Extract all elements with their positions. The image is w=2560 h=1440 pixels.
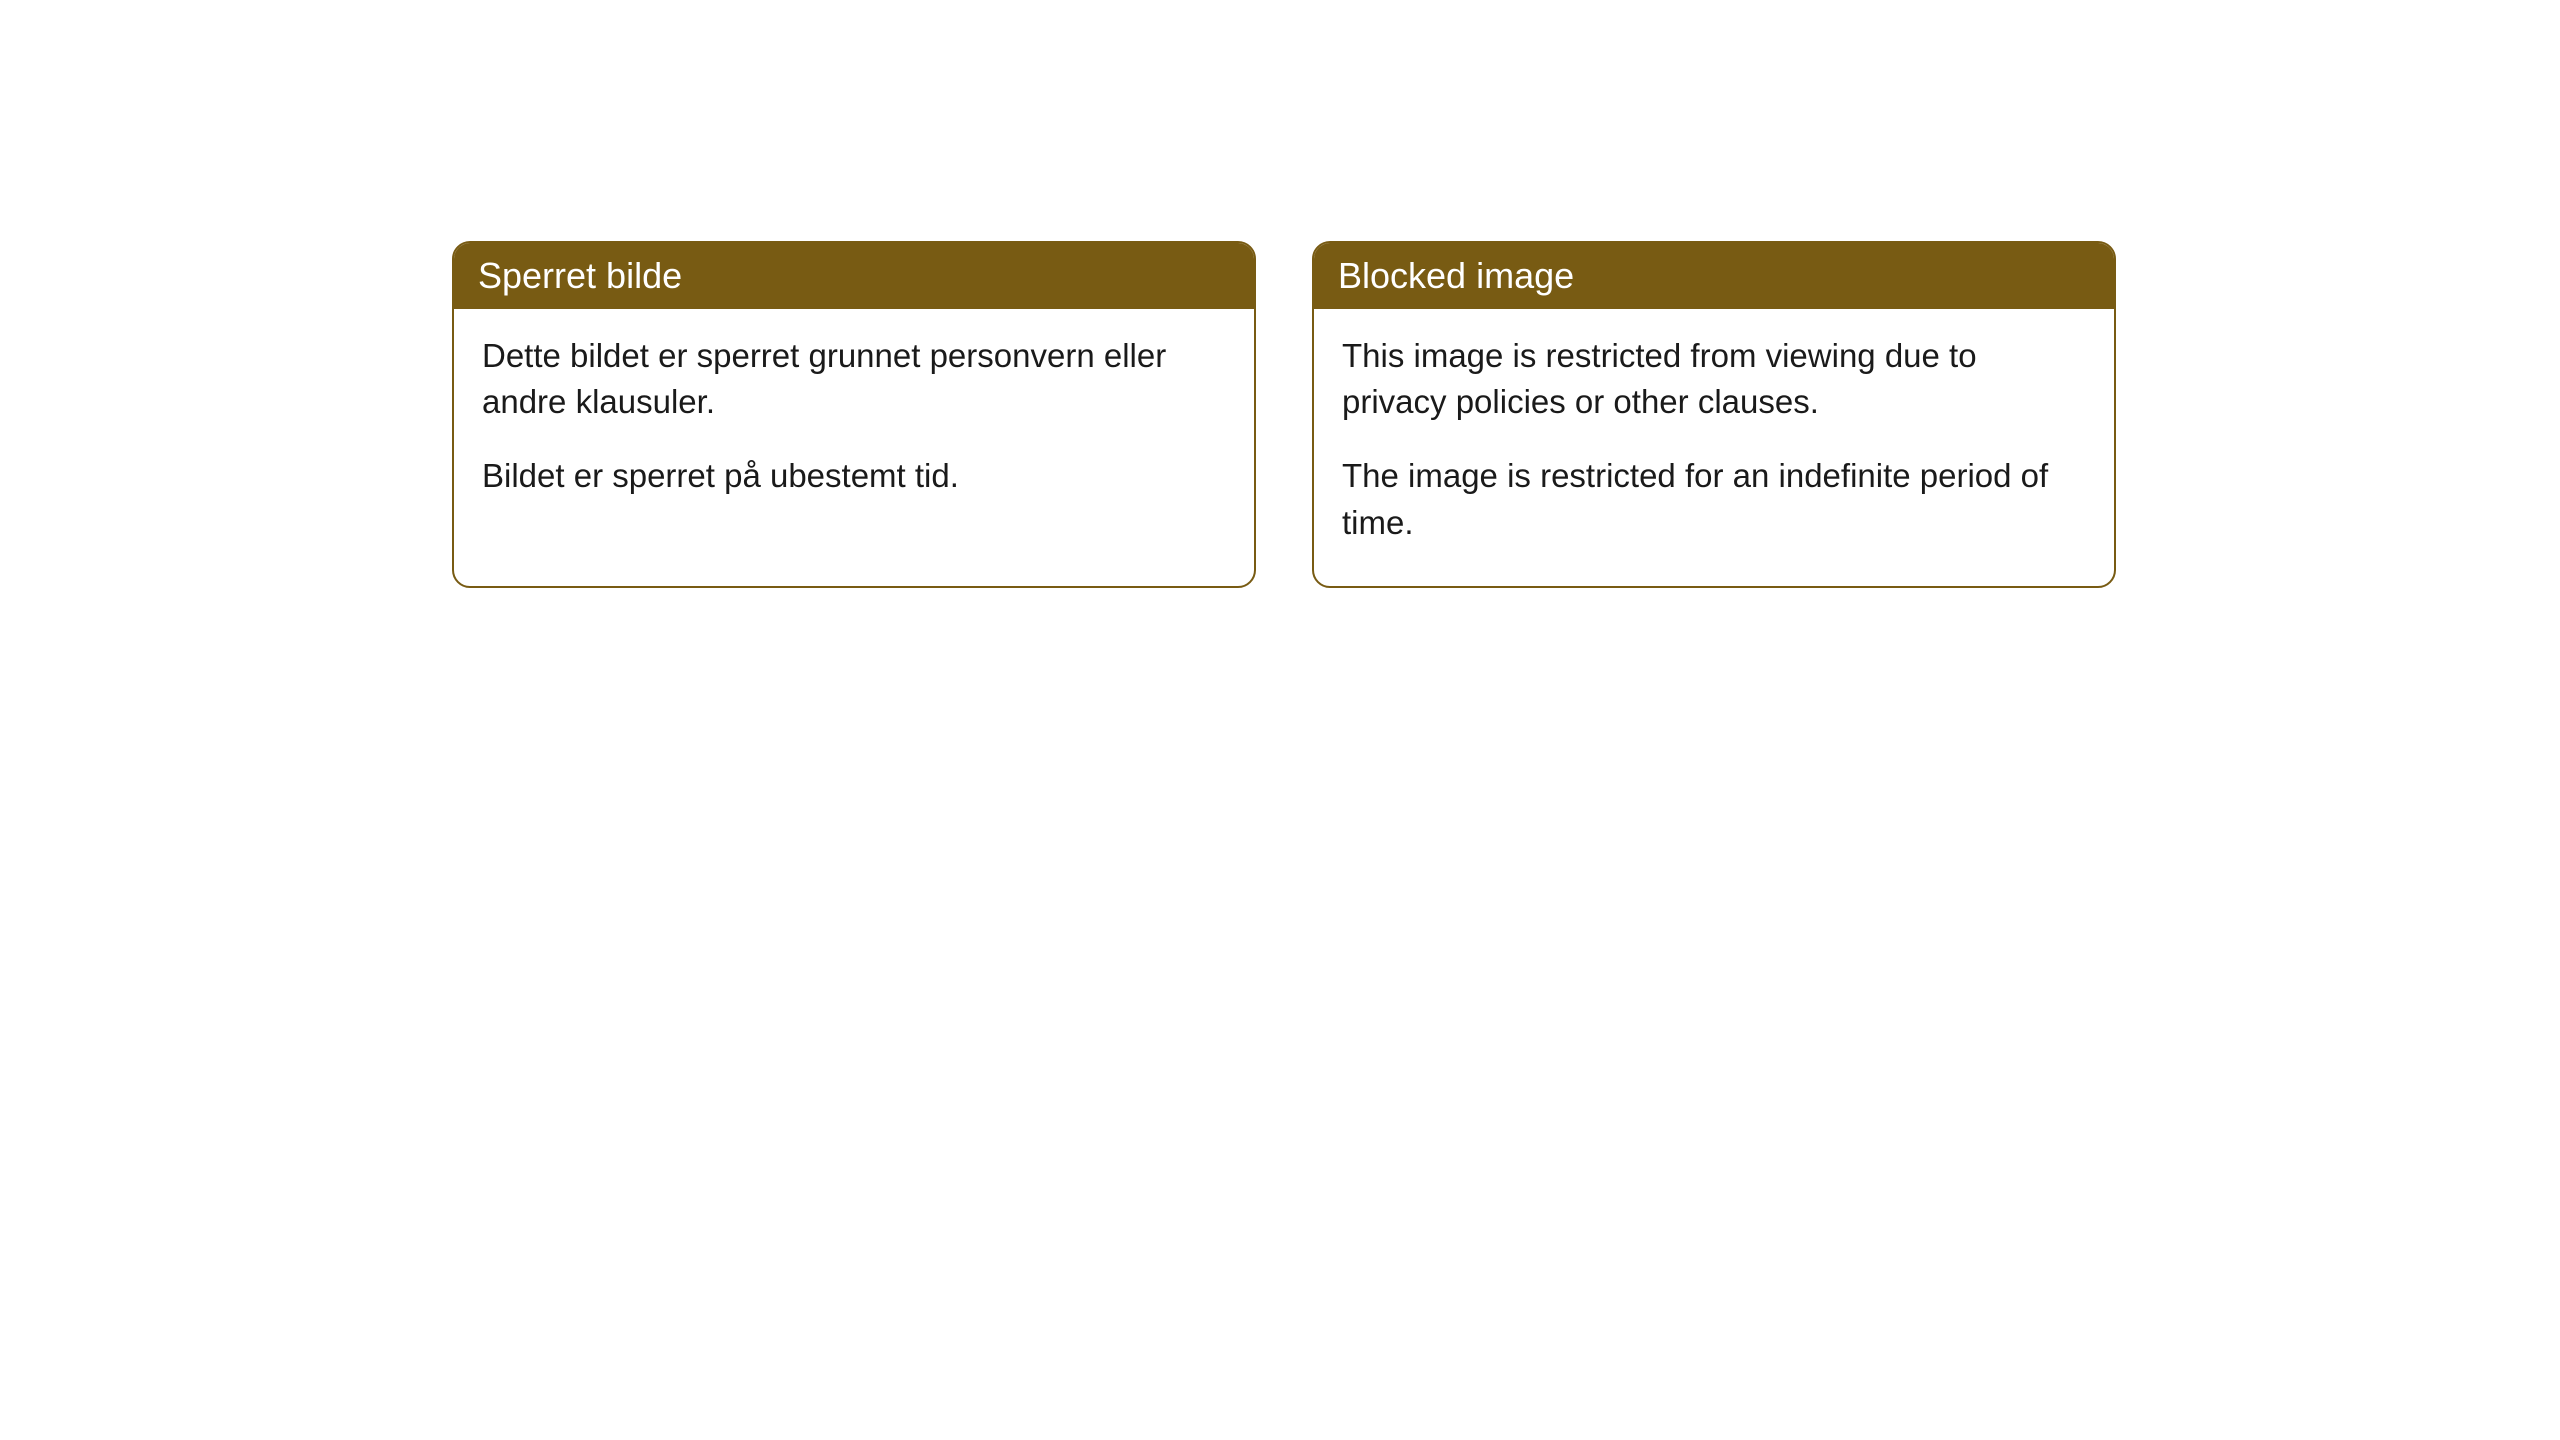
- card-paragraph: The image is restricted for an indefinit…: [1342, 453, 2086, 545]
- card-body: This image is restricted from viewing du…: [1314, 309, 2114, 586]
- card-paragraph: This image is restricted from viewing du…: [1342, 333, 2086, 425]
- card-header: Sperret bilde: [454, 243, 1254, 309]
- card-header: Blocked image: [1314, 243, 2114, 309]
- cards-container: Sperret bilde Dette bildet er sperret gr…: [452, 241, 2116, 588]
- card-title: Sperret bilde: [478, 255, 682, 296]
- card-paragraph: Dette bildet er sperret grunnet personve…: [482, 333, 1226, 425]
- card-body: Dette bildet er sperret grunnet personve…: [454, 309, 1254, 540]
- card-title: Blocked image: [1338, 255, 1574, 296]
- card-english: Blocked image This image is restricted f…: [1312, 241, 2116, 588]
- card-paragraph: Bildet er sperret på ubestemt tid.: [482, 453, 1226, 499]
- card-norwegian: Sperret bilde Dette bildet er sperret gr…: [452, 241, 1256, 588]
